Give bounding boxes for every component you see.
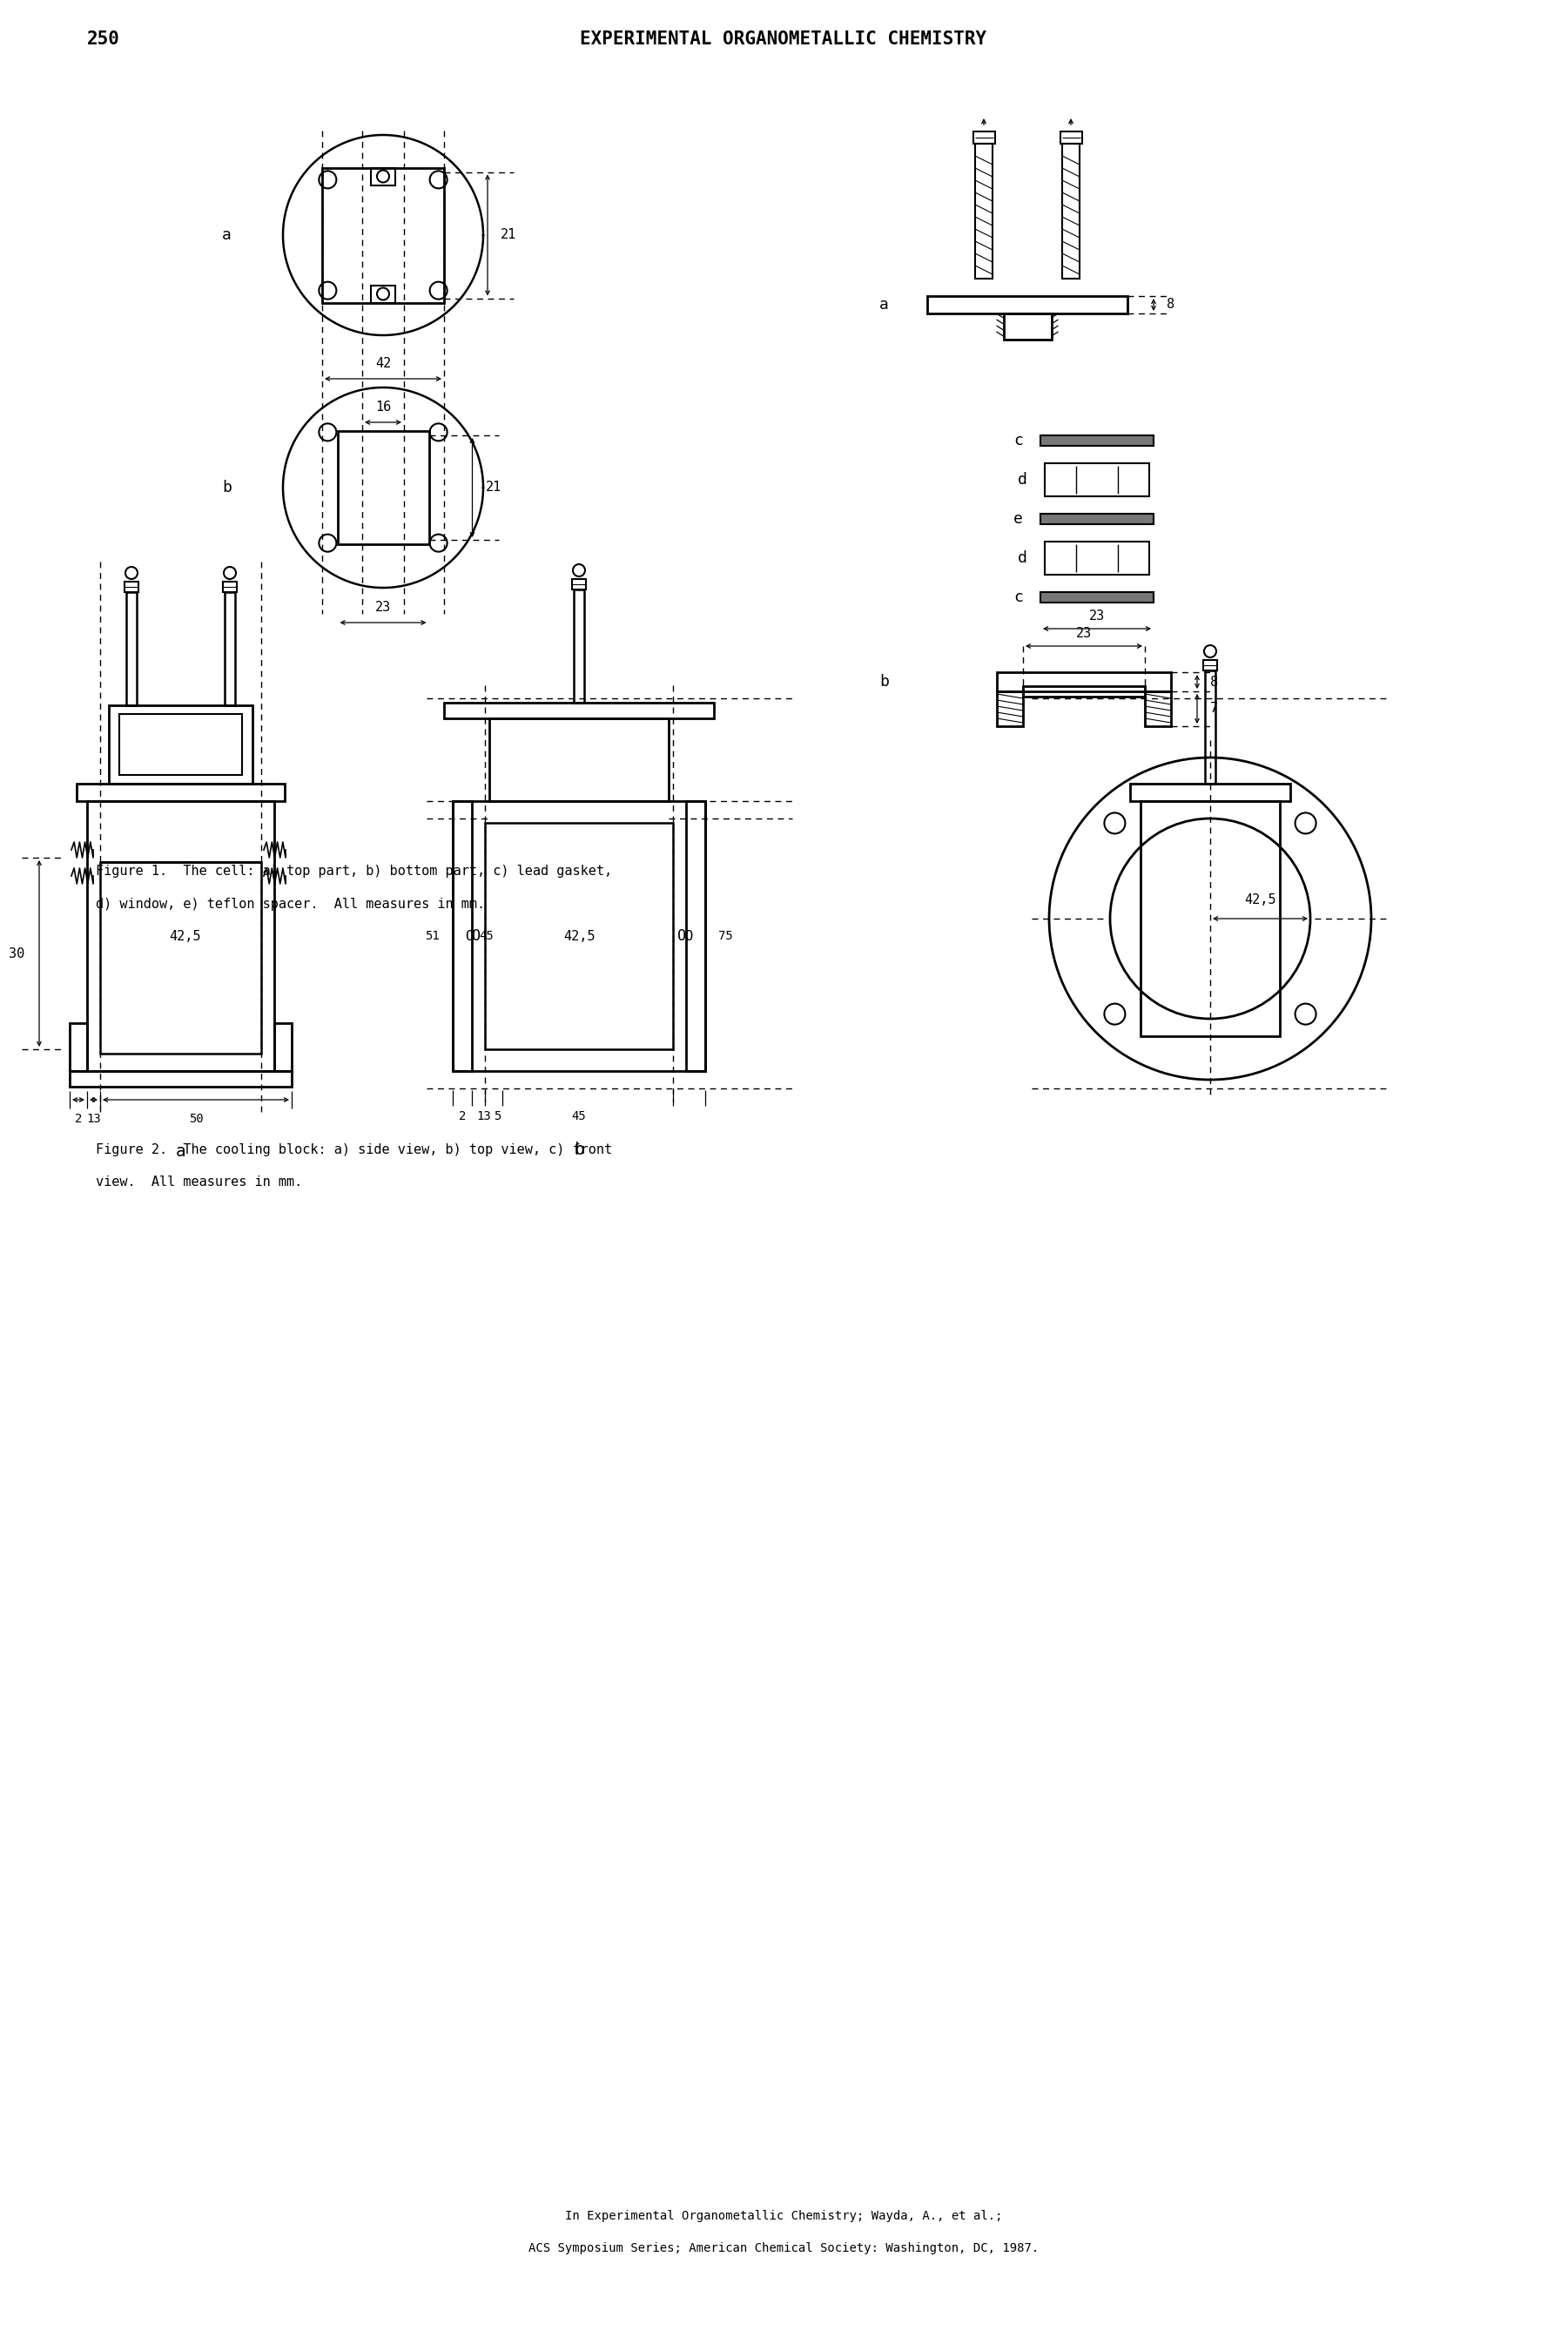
Bar — [1131, 783, 1290, 802]
Bar — [1204, 670, 1215, 783]
Bar — [1060, 132, 1082, 143]
Bar — [453, 802, 706, 1072]
Bar — [372, 284, 395, 303]
Bar — [69, 1072, 292, 1086]
Bar — [224, 592, 235, 705]
Text: O: O — [685, 929, 693, 943]
Text: ACS Symposium Series; American Chemical Society: Washington, DC, 1987.: ACS Symposium Series; American Chemical … — [528, 2243, 1038, 2255]
Bar — [927, 296, 1127, 313]
Text: 8: 8 — [1167, 299, 1174, 310]
Text: 7: 7 — [1210, 703, 1218, 715]
Text: 30: 30 — [9, 947, 25, 959]
Text: 42,5: 42,5 — [169, 929, 201, 943]
Bar — [321, 167, 444, 303]
Text: a: a — [223, 228, 232, 242]
Text: Figure 2.  The cooling block: a) side view, b) top view, c) front: Figure 2. The cooling block: a) side vie… — [96, 1143, 612, 1157]
Bar — [485, 823, 673, 1049]
Bar — [223, 581, 237, 592]
Text: 2: 2 — [459, 1110, 466, 1121]
Bar — [1140, 802, 1279, 1037]
Text: 16: 16 — [375, 400, 390, 414]
Text: EXPERIMENTAL ORGANOMETALLIC CHEMISTRY: EXPERIMENTAL ORGANOMETALLIC CHEMISTRY — [580, 31, 986, 47]
Text: 5: 5 — [494, 1110, 500, 1121]
Text: 13: 13 — [477, 1110, 491, 1121]
Text: b: b — [880, 675, 889, 689]
Bar — [127, 592, 136, 705]
Text: 23: 23 — [1090, 609, 1105, 623]
Bar — [1062, 143, 1080, 280]
Text: 8: 8 — [1210, 675, 1218, 689]
Text: 50: 50 — [188, 1112, 204, 1126]
Text: 51: 51 — [425, 931, 439, 943]
Bar — [69, 1023, 88, 1072]
Text: 23: 23 — [375, 600, 390, 614]
Bar — [1203, 661, 1217, 670]
Text: d) window, e) teflon spacer.  All measures in mm.: d) window, e) teflon spacer. All measure… — [96, 898, 485, 910]
Text: O: O — [472, 929, 480, 943]
Bar — [124, 581, 138, 592]
Text: c: c — [1013, 590, 1022, 604]
Text: O: O — [466, 929, 474, 943]
Text: a: a — [880, 296, 889, 313]
Text: 45: 45 — [572, 1110, 586, 1121]
Bar — [574, 590, 585, 703]
Text: d: d — [1018, 550, 1027, 567]
Text: view.  All measures in mm.: view. All measures in mm. — [96, 1176, 303, 1190]
Bar — [1022, 686, 1145, 696]
Bar — [975, 143, 993, 280]
Text: 21: 21 — [500, 228, 516, 242]
Bar — [77, 783, 285, 802]
Bar — [1041, 592, 1154, 602]
Bar — [1044, 463, 1149, 496]
Bar — [972, 132, 994, 143]
Text: a: a — [176, 1143, 185, 1161]
Bar — [1041, 515, 1154, 524]
Text: 250: 250 — [88, 31, 121, 47]
Text: c: c — [1013, 433, 1022, 449]
Bar — [997, 691, 1022, 726]
Text: Figure 1.  The cell: a) top part, b) bottom part, c) lead gasket,: Figure 1. The cell: a) top part, b) bott… — [96, 865, 612, 877]
Text: 13: 13 — [86, 1112, 100, 1126]
Bar — [572, 578, 586, 590]
Bar — [108, 705, 252, 783]
Text: 45: 45 — [478, 931, 494, 943]
Text: 75: 75 — [718, 931, 732, 943]
Bar — [372, 167, 395, 186]
Bar — [453, 802, 472, 1072]
Bar — [1004, 313, 1051, 339]
Bar — [337, 430, 428, 543]
Text: In Experimental Organometallic Chemistry; Wayda, A., et al.;: In Experimental Organometallic Chemistry… — [564, 2210, 1002, 2222]
Text: d: d — [1018, 473, 1027, 487]
Text: 42: 42 — [375, 357, 390, 369]
Bar — [100, 863, 262, 1053]
Bar — [687, 802, 706, 1072]
Bar — [274, 1023, 292, 1072]
Bar — [119, 715, 241, 776]
Text: e: e — [1013, 510, 1022, 527]
Text: 42,5: 42,5 — [563, 929, 594, 943]
Bar — [444, 703, 713, 719]
Bar — [88, 802, 274, 1072]
Bar — [1041, 435, 1154, 447]
Text: O: O — [677, 929, 687, 943]
Bar — [1044, 541, 1149, 574]
Text: 42,5: 42,5 — [1245, 893, 1276, 905]
Text: b: b — [574, 1140, 585, 1157]
Text: 23: 23 — [1076, 625, 1091, 639]
Text: 2: 2 — [75, 1112, 82, 1126]
Bar — [1145, 691, 1171, 726]
Bar — [997, 672, 1171, 691]
Text: b: b — [223, 480, 232, 496]
Text: 21: 21 — [486, 482, 502, 494]
Bar — [489, 719, 668, 802]
